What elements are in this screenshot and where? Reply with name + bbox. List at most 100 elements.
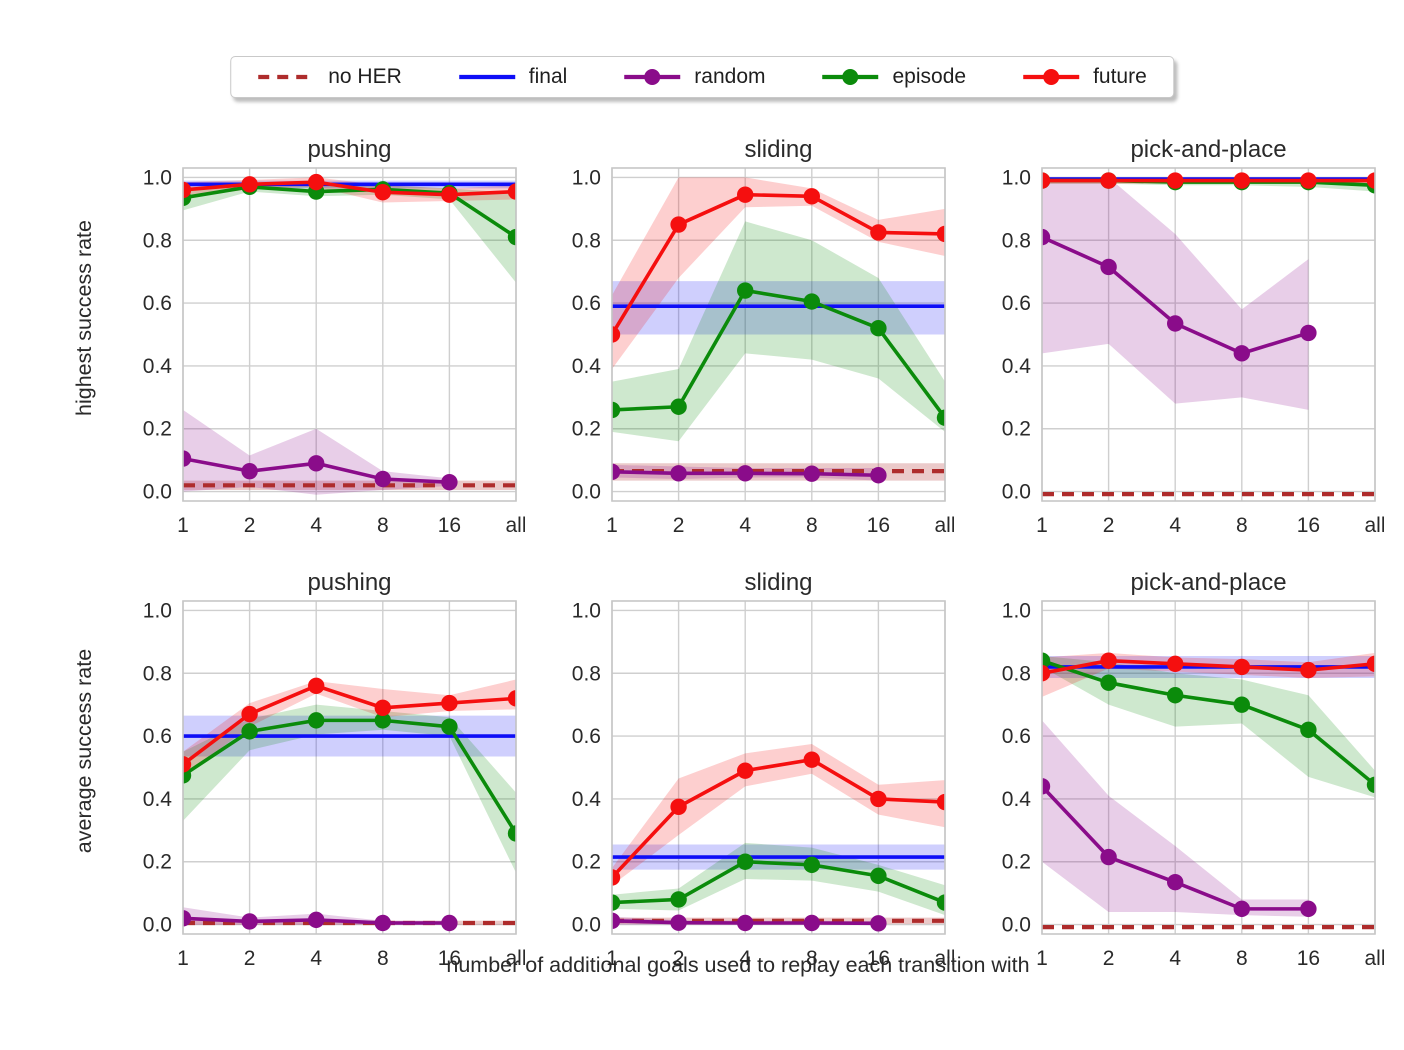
- markers-random: [612, 463, 887, 484]
- x-tick-label: all: [934, 514, 954, 537]
- y-tick-label: 0.4: [572, 355, 602, 378]
- chart-svg-sliding: sliding 0.0 0.2 0.4 0.6 0.8 1.0 1 2 4 8 16 all: [572, 569, 956, 970]
- x-tick-label: 16: [438, 947, 461, 970]
- y-tick-label: 0.4: [1002, 355, 1032, 378]
- y-tick-label: 1.0: [1002, 166, 1031, 189]
- y-tick-label: 1.0: [1002, 599, 1031, 622]
- axes-spines: [611, 600, 946, 935]
- y-tick-label: 0.0: [143, 481, 172, 504]
- y-tick-label: 0.4: [143, 355, 173, 378]
- x-tick-label: 4: [1169, 947, 1181, 970]
- subplot-title: pushing: [307, 136, 391, 163]
- x-tick-label: 16: [867, 514, 890, 537]
- x-tick-label: 1: [606, 514, 618, 537]
- markers-future: [1042, 172, 1375, 189]
- band-random: [1042, 720, 1309, 917]
- axes-spines: [1041, 167, 1376, 502]
- axes-spines: [182, 167, 517, 502]
- subplot-title: pick-and-place: [1130, 569, 1286, 596]
- y-tick-label: 0.8: [143, 662, 172, 685]
- subplot-pushing-highest: pushing 0.0 0.2 0.4 0.6 0.8 1.0 1 2 4 8 16 all: [121, 134, 527, 566]
- band-episode: [1042, 655, 1375, 798]
- lines-layer: [1042, 652, 1375, 930]
- y-tick-label: 0.8: [143, 229, 172, 252]
- x-tick-label: 8: [1236, 514, 1248, 537]
- band-future: [1042, 652, 1375, 697]
- y-tick-label: 0.0: [1002, 914, 1031, 937]
- subplot-sliding-average: sliding 0.0 0.2 0.4 0.6 0.8 1.0 1 2 4 8 16 all: [550, 567, 956, 999]
- markers-future: [612, 751, 945, 886]
- legend-label: episode: [892, 65, 967, 88]
- legend-swatch-icon: [624, 69, 681, 85]
- y-tick-label: 0.2: [143, 851, 172, 874]
- subplot-title: sliding: [744, 136, 812, 163]
- x-tick-label: 8: [806, 947, 818, 970]
- x-tick-label: 1: [177, 514, 189, 537]
- x-tick-label: all: [1364, 947, 1384, 970]
- x-tick-label: 4: [739, 947, 751, 970]
- legend-label: no HER: [328, 65, 402, 88]
- y-tick-label: 0.0: [143, 914, 172, 937]
- y-tick-label: 1.0: [572, 166, 601, 189]
- y-tick-label: 0.2: [143, 418, 172, 441]
- y-tick-label: 0.4: [572, 788, 602, 811]
- legend-item-future: future: [1022, 65, 1147, 89]
- markers-episode: [1042, 652, 1375, 793]
- legend-label: random: [694, 65, 766, 88]
- y-tick-label: 0.6: [572, 725, 601, 748]
- band-future: [612, 743, 945, 886]
- y-tick-label: 0.6: [572, 292, 601, 315]
- x-tick-label: 2: [1103, 514, 1115, 537]
- x-tick-label: 8: [806, 514, 818, 537]
- legend: no HER final random episode future: [230, 56, 1174, 98]
- subplot-title: sliding: [744, 569, 812, 596]
- markers-episode: [612, 853, 945, 911]
- legend-swatch-icon: [458, 74, 515, 80]
- x-tick-label: 16: [1297, 947, 1320, 970]
- legend-item-no-HER: no HER: [257, 65, 402, 89]
- x-tick-label: 1: [1036, 947, 1048, 970]
- line-future: [183, 684, 516, 766]
- legend-item-random: random: [623, 65, 766, 89]
- markers-random: [612, 912, 887, 932]
- legend-item-episode: episode: [822, 65, 967, 89]
- y-tick-label: 1.0: [572, 599, 601, 622]
- x-tick-label: 16: [438, 514, 461, 537]
- chart-svg-pick-and-place: pick-and-place 0.0 0.2 0.4 0.6 0.8 1.0 1 2 4 8 16 al…: [1002, 569, 1386, 970]
- y-tick-label: 0.2: [572, 418, 601, 441]
- line-episode: [612, 288, 945, 419]
- lines-layer: [612, 751, 945, 932]
- subplot-sliding-highest: sliding 0.0 0.2 0.4 0.6 0.8 1.0 1 2 4 8 16 all: [550, 134, 956, 566]
- axes-spines: [182, 600, 517, 935]
- chart-svg-pushing: pushing 0.0 0.2 0.4 0.6 0.8 1.0 1 2 4 8 16 all: [143, 136, 527, 537]
- y-tick-label: 0.6: [1002, 292, 1031, 315]
- y-tick-label: 0.8: [572, 662, 601, 685]
- x-tick-label: 4: [739, 514, 751, 537]
- y-tick-label: 0.2: [1002, 418, 1031, 441]
- markers-random: [183, 450, 458, 491]
- band-episode: [612, 842, 945, 916]
- markers-future: [1042, 652, 1375, 682]
- y-tick-label: 1.0: [143, 166, 172, 189]
- legend-swatch-icon: [822, 69, 879, 85]
- x-tick-label: all: [505, 947, 525, 970]
- y-tick-label: 0.0: [1002, 481, 1031, 504]
- lines-layer: [612, 186, 945, 484]
- x-axis-label: number of additional goals used to repla…: [446, 953, 1030, 977]
- line-episode: [1042, 658, 1375, 787]
- legend-item-final: final: [458, 65, 568, 89]
- line-episode: [183, 718, 516, 835]
- legend-label: final: [528, 65, 568, 88]
- y-tick-label: 0.6: [143, 292, 172, 315]
- subplot-title: pick-and-place: [1130, 136, 1286, 163]
- y-tick-label: 0.8: [1002, 662, 1031, 685]
- x-tick-label: 2: [1103, 947, 1115, 970]
- markers-random: [183, 910, 458, 932]
- y-tick-label: 0.2: [1002, 851, 1031, 874]
- x-tick-label: 8: [1236, 947, 1248, 970]
- x-tick-label: all: [505, 514, 525, 537]
- y-tick-label: 0.4: [1002, 788, 1032, 811]
- markers-random: [1042, 228, 1317, 362]
- x-tick-label: 2: [673, 514, 685, 537]
